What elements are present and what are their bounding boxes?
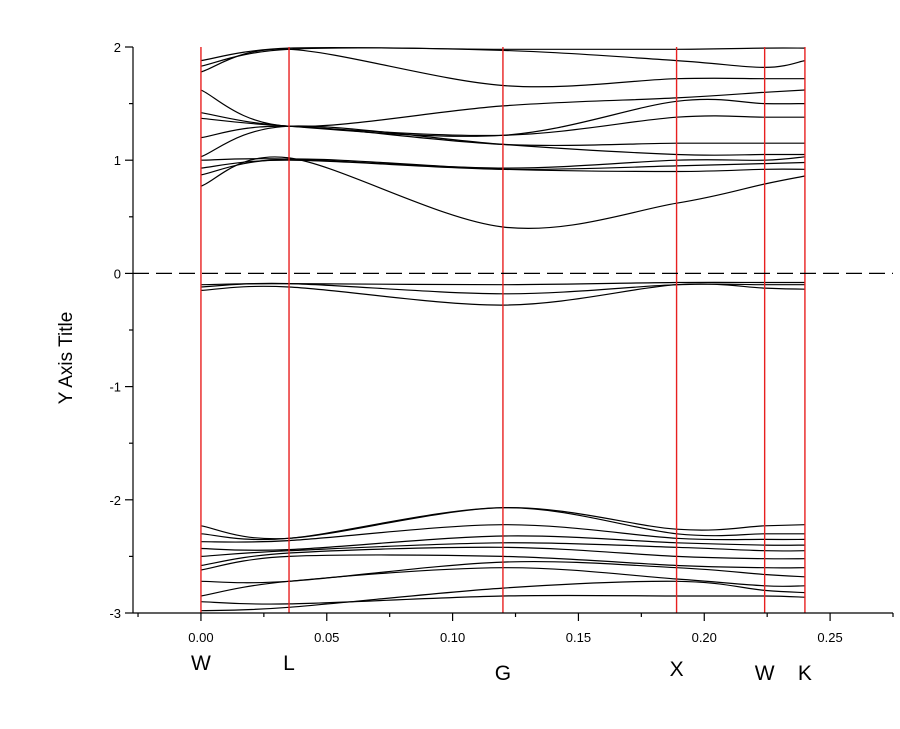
y-tick-label-1: -2: [109, 493, 121, 508]
y-tick-label-5: 2: [114, 40, 121, 55]
band-line-22: [200, 89, 805, 128]
x-ticks-layer: 0.00 0.05 0.10 0.15 0.20 0.25: [137, 613, 894, 645]
x-tick-label-5: 0.25: [817, 630, 842, 645]
band-line-14: [200, 156, 806, 230]
axes-layer: [132, 47, 893, 614]
y-ticks-layer: -3 -2 -1 0 1 2: [109, 40, 133, 621]
y-tick-label-4: 1: [114, 153, 121, 168]
x-tick-label-0: 0.00: [188, 630, 213, 645]
y-tick-label-0: -3: [109, 606, 121, 621]
x-tick-label-3: 0.15: [566, 630, 591, 645]
x-tick-label-4: 0.20: [692, 630, 717, 645]
k-point-label-1: L: [283, 652, 295, 675]
y-axis-label: Y Axis Title: [56, 312, 77, 405]
symmetry-lines-layer: [200, 47, 806, 613]
k-point-label-5: K: [798, 662, 812, 685]
x-tick-label-2: 0.10: [440, 630, 465, 645]
k-point-label-0: W: [191, 652, 211, 675]
y-tick-label-3: 0: [114, 266, 121, 281]
k-point-label-3: X: [670, 658, 684, 681]
y-tick-label-2: -1: [109, 380, 121, 395]
x-tick-label-1: 0.05: [314, 630, 339, 645]
k-point-label-2: G: [495, 662, 511, 685]
k-point-label-4: W: [755, 662, 775, 685]
